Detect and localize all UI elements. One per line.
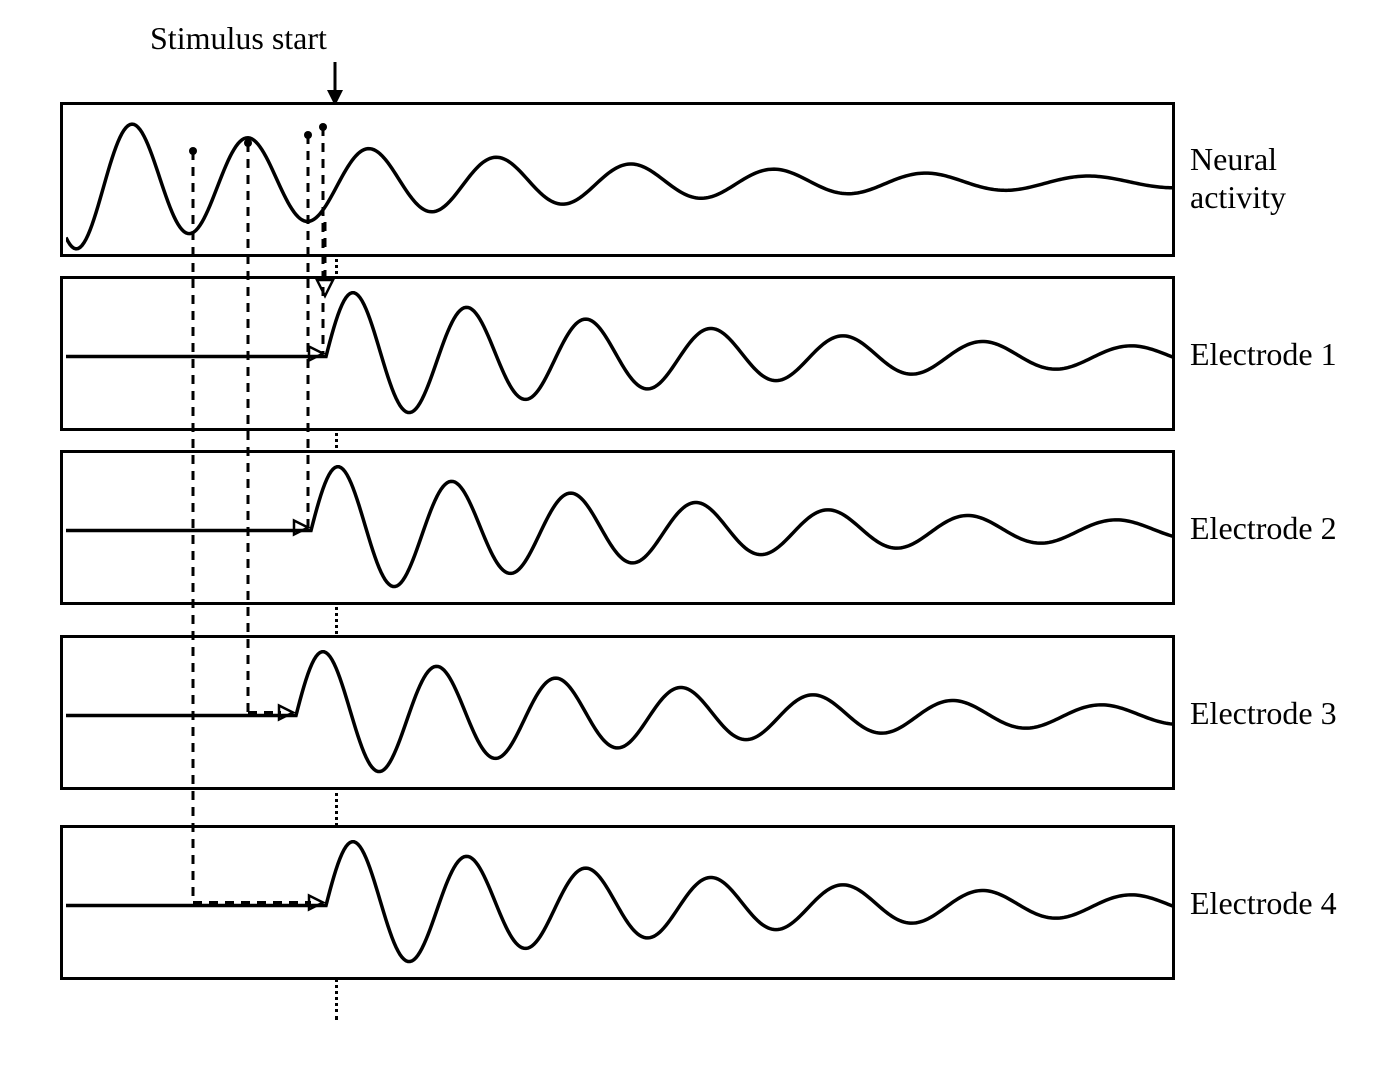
panel-label-e2: Electrode 2 [1190,509,1337,547]
diagram-container: Stimulus start Neural activity Electrode … [20,20,1380,1045]
panel-label-e1: Electrode 1 [1190,335,1337,373]
panel-label-neural: Neural activity [1190,140,1286,217]
panel-label-e4: Electrode 4 [1190,884,1337,922]
stimulus-start-label: Stimulus start [150,20,327,57]
dashed-down-arrow-icon [305,222,345,306]
panel-label-e3: Electrode 3 [1190,694,1337,732]
